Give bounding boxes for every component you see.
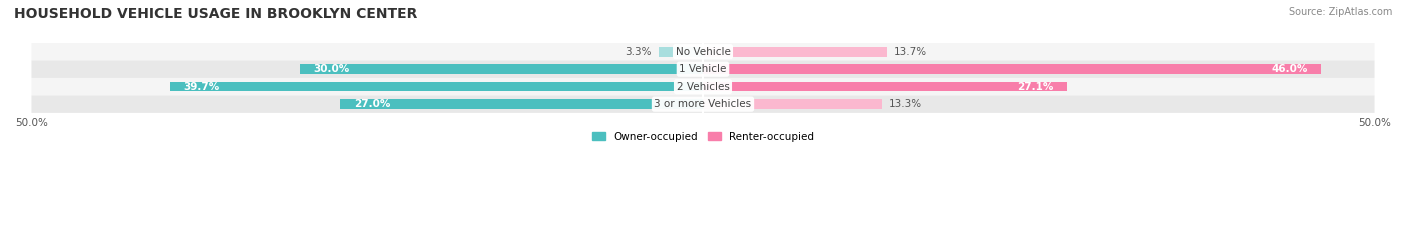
FancyBboxPatch shape [31, 43, 1375, 60]
Bar [703, 82, 1067, 92]
Text: HOUSEHOLD VEHICLE USAGE IN BROOKLYN CENTER: HOUSEHOLD VEHICLE USAGE IN BROOKLYN CENT… [14, 7, 418, 21]
Text: 13.3%: 13.3% [889, 99, 921, 109]
Text: 13.7%: 13.7% [894, 47, 927, 57]
Text: No Vehicle: No Vehicle [675, 47, 731, 57]
Bar [703, 47, 887, 57]
Text: 46.0%: 46.0% [1271, 64, 1308, 74]
Text: 3.3%: 3.3% [626, 47, 652, 57]
FancyBboxPatch shape [31, 60, 1375, 78]
FancyBboxPatch shape [31, 95, 1375, 113]
Text: Source: ZipAtlas.com: Source: ZipAtlas.com [1288, 7, 1392, 17]
Text: 2 Vehicles: 2 Vehicles [676, 82, 730, 92]
Bar [340, 99, 703, 109]
Text: 30.0%: 30.0% [314, 64, 350, 74]
FancyBboxPatch shape [31, 78, 1375, 95]
Text: 27.1%: 27.1% [1017, 82, 1053, 92]
Bar [299, 64, 703, 74]
Text: 39.7%: 39.7% [183, 82, 219, 92]
Bar [703, 64, 1320, 74]
Text: 27.0%: 27.0% [354, 99, 389, 109]
Text: 3 or more Vehicles: 3 or more Vehicles [654, 99, 752, 109]
Bar [703, 99, 882, 109]
Legend: Owner-occupied, Renter-occupied: Owner-occupied, Renter-occupied [588, 128, 818, 146]
Text: 1 Vehicle: 1 Vehicle [679, 64, 727, 74]
Bar [170, 82, 703, 92]
Bar [658, 47, 703, 57]
